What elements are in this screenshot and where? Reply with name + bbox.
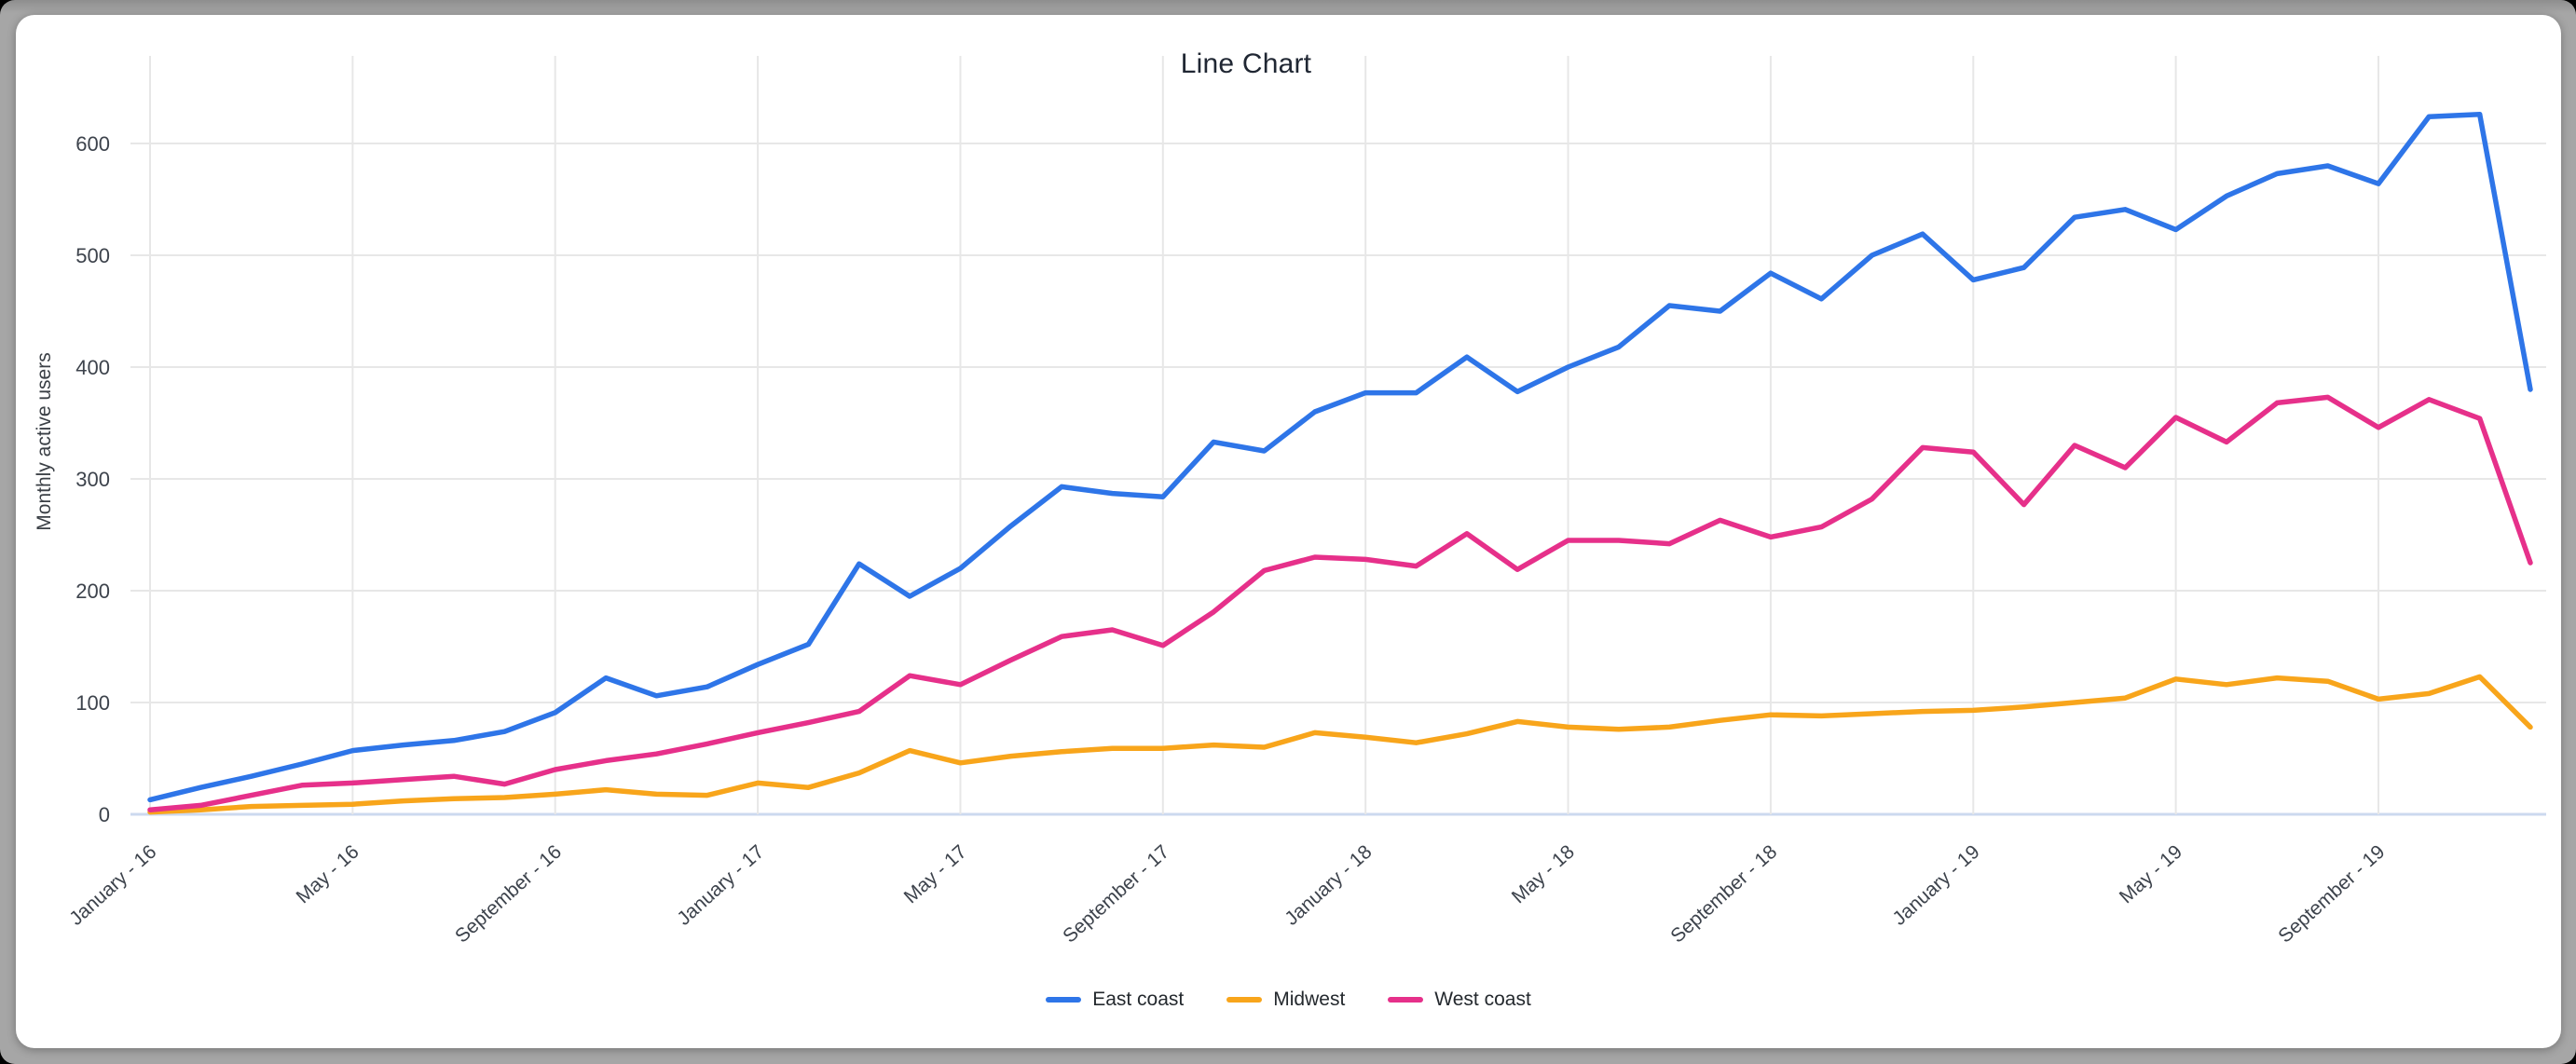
y-tick-label: 600: [75, 132, 110, 156]
legend-label: Midwest: [1273, 989, 1346, 1010]
series-line-midwest[interactable]: [147, 674, 2533, 815]
series-line-west-coast[interactable]: [147, 394, 2533, 812]
y-tick-label: 400: [75, 356, 110, 379]
x-tick-label: January - 18: [1281, 841, 1376, 930]
x-tick-label: January - 19: [1888, 841, 1983, 930]
x-tick-label: May - 16: [293, 841, 363, 908]
y-tick-label: 300: [75, 468, 110, 491]
x-tick-label: May - 17: [900, 841, 971, 908]
legend: East coast Midwest West coast: [16, 989, 2561, 1011]
x-tick-label: September - 18: [1666, 841, 1781, 948]
x-tick-label: September - 17: [1059, 841, 1173, 948]
y-tick-label: 100: [75, 691, 110, 715]
legend-label: West coast: [1434, 989, 1531, 1010]
y-tick-label: 200: [75, 580, 110, 603]
x-tick-label: May - 19: [2116, 841, 2186, 908]
x-tick-label: September - 19: [2274, 841, 2389, 948]
y-tick-label: 0: [99, 803, 110, 826]
chart-card: Line Chart Monthly active users 0 100 200 3…: [16, 15, 2561, 1048]
x-tick-label: May - 18: [1508, 841, 1579, 908]
legend-marker-west-coast: [1388, 997, 1424, 1003]
legend-item-east-coast: East coast: [1046, 989, 1184, 1011]
y-tick-label: 500: [75, 244, 110, 267]
x-tick-label: January - 16: [65, 841, 160, 930]
legend-item-west-coast: West coast: [1388, 989, 1531, 1011]
legend-item-midwest: Midwest: [1226, 989, 1345, 1011]
x-tick-label: January - 17: [673, 841, 768, 930]
series-line-east-coast[interactable]: [147, 112, 2533, 803]
legend-label: East coast: [1092, 989, 1185, 1010]
legend-marker-midwest: [1226, 997, 1263, 1003]
chart-title: Line Chart: [1180, 48, 1312, 79]
x-tick-label: September - 16: [451, 841, 566, 948]
legend-marker-east-coast: [1046, 997, 1082, 1003]
